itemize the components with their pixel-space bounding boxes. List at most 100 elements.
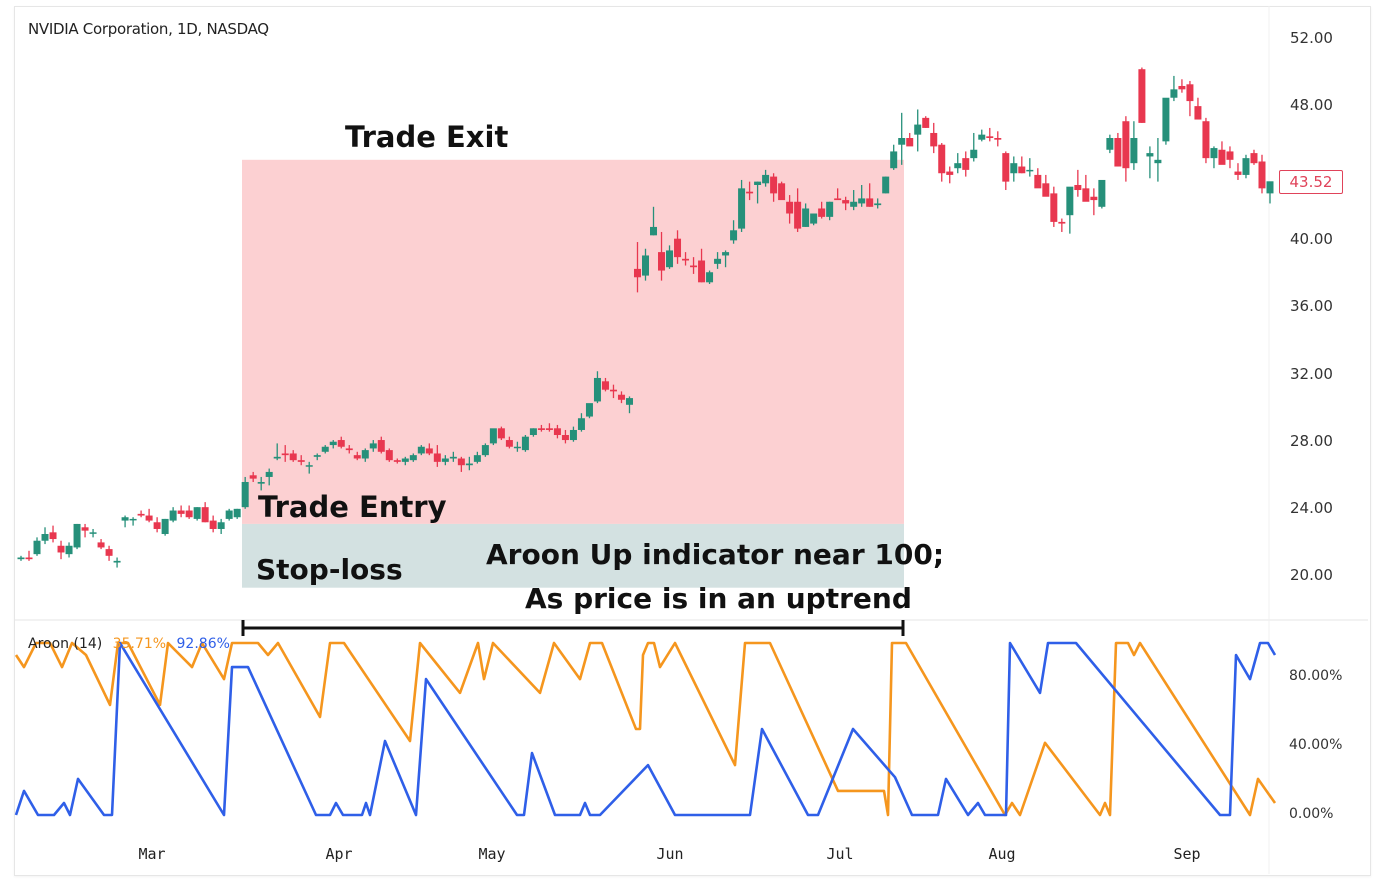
aroon-up-line bbox=[14, 641, 1277, 817]
candle bbox=[129, 518, 137, 521]
aroon-note-line2: As price is in an uptrend bbox=[525, 582, 912, 615]
candle bbox=[1034, 174, 1042, 189]
candle bbox=[754, 181, 762, 185]
candle bbox=[762, 174, 770, 184]
aroon-lines bbox=[14, 641, 1277, 817]
candle bbox=[722, 252, 730, 256]
month-tick-sep: Sep bbox=[1173, 845, 1201, 863]
candle bbox=[385, 450, 393, 461]
candle bbox=[249, 475, 257, 479]
month-tick-aug: Aug bbox=[988, 845, 1016, 863]
candle bbox=[954, 163, 962, 169]
aroon-tick: 80.00% bbox=[1289, 668, 1343, 685]
month-tick-jun: Jun bbox=[656, 845, 684, 863]
candle bbox=[770, 176, 778, 194]
candle bbox=[257, 481, 265, 484]
candle bbox=[1154, 159, 1162, 164]
candle bbox=[561, 435, 569, 441]
candle bbox=[217, 522, 225, 529]
candle bbox=[41, 534, 49, 541]
candle bbox=[297, 460, 305, 462]
candle bbox=[1002, 153, 1010, 182]
candle bbox=[521, 436, 529, 451]
candle bbox=[153, 522, 161, 529]
candle bbox=[1210, 148, 1218, 159]
candle bbox=[922, 117, 930, 128]
candle bbox=[1194, 106, 1202, 120]
candle bbox=[609, 389, 617, 392]
candle bbox=[345, 448, 353, 451]
candle bbox=[65, 545, 73, 555]
candle bbox=[409, 455, 417, 461]
candle bbox=[201, 507, 209, 523]
candle bbox=[1234, 171, 1242, 175]
candle bbox=[834, 198, 842, 201]
candle bbox=[505, 440, 513, 447]
candle bbox=[1114, 138, 1122, 167]
candle bbox=[121, 517, 129, 521]
candle bbox=[193, 507, 201, 519]
candle bbox=[1074, 184, 1082, 191]
candle bbox=[33, 540, 41, 555]
candle bbox=[585, 403, 593, 417]
candle bbox=[73, 523, 81, 548]
candle bbox=[714, 258, 722, 264]
candle bbox=[113, 560, 121, 563]
candle bbox=[1090, 196, 1098, 201]
candle bbox=[441, 458, 449, 462]
candle bbox=[890, 151, 898, 169]
price-tick: 36.00 bbox=[1290, 297, 1333, 316]
candle bbox=[850, 201, 858, 207]
candle bbox=[265, 471, 273, 477]
candle bbox=[553, 428, 561, 436]
candle bbox=[826, 201, 834, 217]
candle bbox=[545, 428, 553, 430]
candle bbox=[666, 250, 674, 268]
candle bbox=[786, 201, 794, 214]
candle bbox=[433, 453, 441, 462]
aroon-up-value: 35.71% bbox=[112, 636, 167, 652]
trade-zones bbox=[242, 159, 904, 588]
candle bbox=[1058, 221, 1066, 224]
candle bbox=[401, 458, 409, 462]
candle bbox=[145, 515, 153, 521]
aroon-legend[interactable]: Aroon (14) 35.71% 92.86% bbox=[28, 636, 230, 652]
candle bbox=[1226, 151, 1234, 160]
candle bbox=[882, 176, 890, 194]
candle bbox=[794, 201, 802, 229]
candle bbox=[842, 200, 850, 204]
candle bbox=[177, 510, 185, 514]
candle bbox=[161, 518, 169, 535]
candle bbox=[473, 455, 481, 462]
candle bbox=[642, 255, 649, 276]
candle bbox=[273, 456, 281, 459]
candle bbox=[674, 238, 682, 258]
candle bbox=[1122, 121, 1130, 169]
candle bbox=[730, 230, 738, 241]
candle bbox=[1138, 69, 1146, 123]
candle bbox=[1218, 149, 1226, 165]
candle bbox=[1250, 153, 1258, 164]
candle bbox=[497, 428, 505, 439]
stop-loss-label: Stop-loss bbox=[256, 553, 403, 586]
price-tick: 48.00 bbox=[1290, 96, 1333, 115]
candle bbox=[874, 203, 882, 206]
candle bbox=[481, 445, 489, 456]
candle bbox=[930, 132, 938, 147]
candle bbox=[633, 268, 641, 278]
candle bbox=[537, 428, 545, 430]
candle bbox=[321, 446, 329, 452]
candle bbox=[650, 226, 658, 236]
candle bbox=[1082, 188, 1090, 202]
candle bbox=[465, 463, 473, 466]
candle bbox=[970, 149, 978, 159]
candle bbox=[313, 455, 321, 457]
candle bbox=[1186, 84, 1194, 102]
month-tick-may: May bbox=[478, 845, 506, 863]
candle bbox=[305, 465, 313, 467]
candle bbox=[289, 453, 297, 461]
aroon-down-value: 92.86% bbox=[176, 636, 230, 652]
candle bbox=[425, 448, 433, 454]
candle bbox=[25, 557, 33, 560]
